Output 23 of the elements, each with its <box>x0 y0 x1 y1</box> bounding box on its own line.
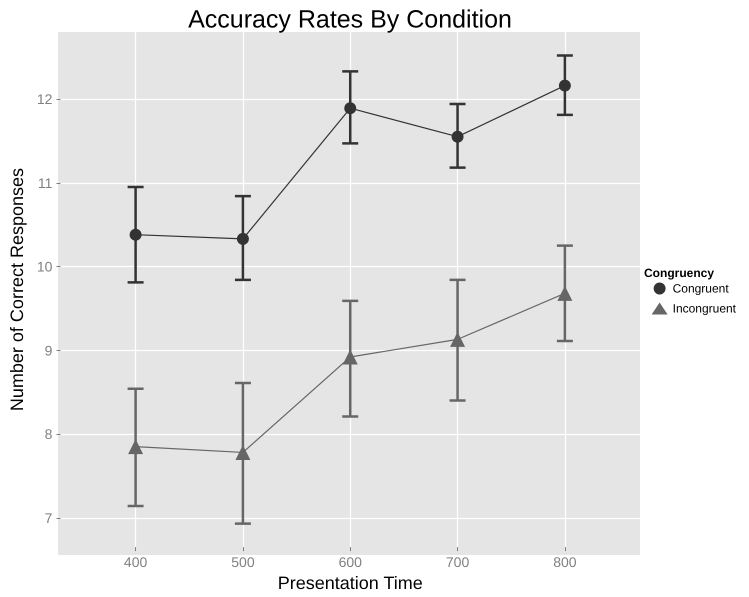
y-tick-label: 11 <box>38 174 53 191</box>
x-tick-label: 600 <box>338 554 362 570</box>
point <box>452 130 464 143</box>
y-tick-label: 7 <box>44 510 53 526</box>
legend-label: Incongruent <box>672 302 737 316</box>
y-tick-label: 12 <box>36 91 53 108</box>
y-tick-label: 9 <box>44 342 53 358</box>
y-tick-label: 10 <box>36 258 53 275</box>
chart-title: Accuracy Rates By Condition <box>188 6 512 34</box>
x-tick-label: 700 <box>446 554 470 570</box>
point <box>344 102 356 114</box>
point <box>128 439 144 454</box>
point <box>130 228 142 241</box>
x-axis-title: Presentation Time <box>278 573 423 593</box>
x-tick-label: 800 <box>553 554 577 570</box>
point <box>558 80 571 92</box>
y-tick-label: 8 <box>44 426 53 442</box>
legend-title: Congruency <box>644 266 714 280</box>
x-tick-label: 400 <box>124 554 148 570</box>
point <box>236 232 249 245</box>
x-tick-label: 500 <box>231 554 255 570</box>
y-axis-title: Number of Correct Responses <box>7 168 27 412</box>
legend-label: Congruent <box>672 282 730 296</box>
